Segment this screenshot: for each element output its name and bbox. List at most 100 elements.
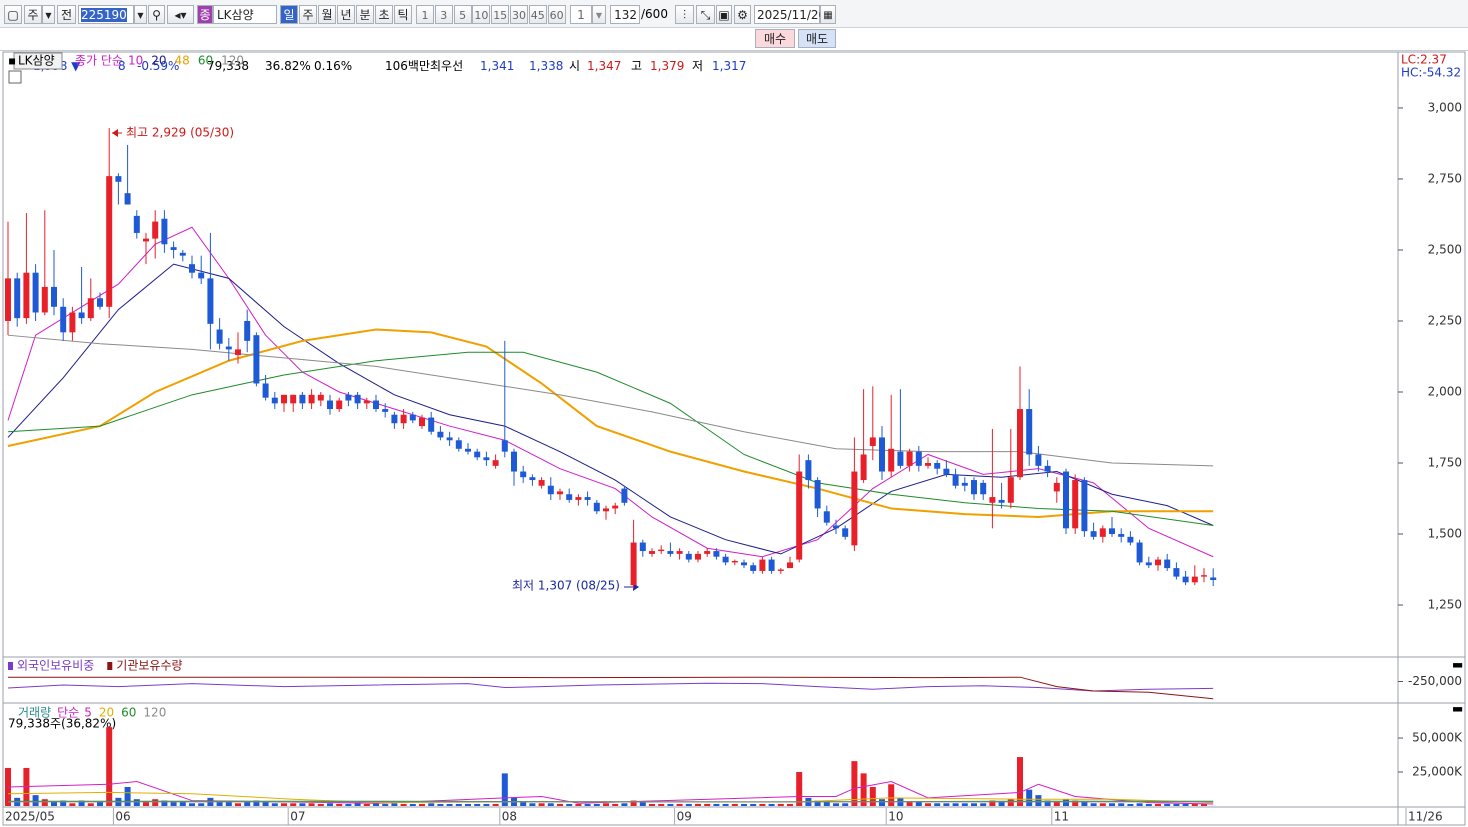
interval-button[interactable]: 10 [472, 5, 491, 24]
period-button[interactable]: 틱 [394, 5, 412, 24]
volume-bar [547, 803, 554, 806]
candle-body [814, 480, 821, 509]
period-button[interactable]: 년 [337, 5, 355, 24]
candle-body [1210, 577, 1217, 581]
candle-body [419, 417, 425, 427]
interval-button[interactable]: 5 [453, 5, 472, 24]
period-button[interactable]: 초 [375, 5, 393, 24]
candle-body [437, 431, 444, 438]
period-button[interactable]: 일 [280, 5, 298, 24]
search[interactable]: ⚲ [148, 5, 165, 24]
candle-body [952, 474, 959, 486]
volume-bar [750, 803, 757, 806]
candle-body [115, 176, 122, 182]
settings-icon[interactable]: ⚙ [734, 5, 751, 24]
dropdown[interactable]: ▼ [42, 5, 55, 24]
y-tick-label: 3,000 [1428, 100, 1462, 114]
candle-body [649, 551, 655, 554]
frame [2, 51, 1466, 826]
code-input[interactable]: 225190 [78, 5, 134, 24]
collapse[interactable]: ▬ [1452, 702, 1463, 716]
volume-bar [290, 803, 297, 806]
legend-entry: 20 [151, 54, 166, 68]
x-tick-label: 11/26 [1408, 810, 1443, 824]
high-label: 고 [631, 59, 643, 73]
candle-body [1053, 482, 1060, 492]
x-tick-label: 10 [888, 810, 903, 824]
interval-button[interactable]: 60 [547, 5, 566, 24]
tool-icon[interactable]: ⫶ [675, 5, 694, 24]
interval-button[interactable]: 1 [416, 5, 434, 24]
candle-body [216, 329, 223, 344]
interval-button[interactable]: 3 [434, 5, 453, 24]
sell-button[interactable]: 매도 [798, 29, 836, 48]
period-button[interactable]: 월 [318, 5, 336, 24]
candle-body [97, 298, 103, 307]
volume-bar [741, 803, 747, 806]
candle-body [69, 312, 76, 333]
volume-bar [1026, 789, 1033, 806]
candle-body [1201, 575, 1207, 577]
candle-body [630, 542, 637, 586]
y-tick-label: 2,750 [1428, 171, 1462, 185]
volume-bar [649, 803, 655, 806]
tool-icon[interactable]: ⤡ [696, 5, 715, 24]
volume-bar [566, 803, 573, 806]
candle-body [860, 454, 867, 481]
candle-body [1044, 465, 1051, 472]
volume-bar [777, 803, 784, 806]
dropdown[interactable]: ▼ [592, 5, 606, 24]
lc: LC:2.37 [1401, 53, 1447, 67]
title-box[interactable] [13, 52, 63, 70]
volume-bar [373, 803, 379, 806]
save-icon[interactable]: ▣ [716, 5, 732, 24]
interval-button[interactable]: 45 [528, 5, 547, 24]
volume-bar [492, 803, 499, 806]
candle-body [483, 457, 490, 461]
multiplier[interactable]: 1 [570, 5, 592, 24]
volume-bar [133, 799, 140, 806]
ma-label: 단순 [57, 706, 79, 720]
stock-name[interactable]: LK삼양 [213, 5, 277, 24]
interval-button[interactable]: 30 [510, 5, 528, 24]
legend-swatch [107, 662, 113, 670]
sound[interactable]: ◂▾ [167, 5, 194, 24]
buy-button[interactable]: 매수 [755, 29, 795, 48]
date-input[interactable]: 2025/11/26 [754, 5, 826, 24]
volume-bar [1007, 799, 1014, 806]
period-button[interactable]: 주 [299, 5, 317, 24]
volume-bar [630, 800, 637, 806]
candle-body [317, 394, 324, 401]
candle-body [51, 286, 57, 307]
change: 8 [118, 59, 126, 73]
legend-entry: 120 [143, 706, 166, 720]
volume-bar [906, 801, 913, 806]
calendar-icon[interactable]: ▦ [820, 5, 836, 24]
menu-icon[interactable]: ▢ [4, 5, 22, 24]
candle-body [879, 437, 885, 472]
candle-body [152, 221, 159, 239]
x-tick-label: 2025/05 [5, 810, 55, 824]
candle-body [520, 471, 527, 478]
interval-button[interactable]: 15 [491, 5, 510, 24]
volume-bar [1191, 803, 1198, 806]
count[interactable]: 132 [610, 5, 640, 24]
candle-body [722, 556, 729, 563]
dropdown[interactable]: ▼ [134, 5, 147, 24]
volume-bar [925, 803, 931, 806]
x-tick-label: 06 [115, 810, 130, 824]
collapse[interactable]: ▬ [1452, 658, 1463, 672]
all-button[interactable]: 전 [57, 5, 76, 24]
table-icon[interactable] [8, 70, 22, 84]
period-unit[interactable]: 주 [24, 5, 42, 24]
volume-bar [170, 801, 177, 806]
volume-bar [106, 727, 113, 806]
candle-body [106, 176, 113, 307]
period-button[interactable]: 분 [356, 5, 374, 24]
volume-bar [327, 803, 333, 806]
volume-bar [1164, 803, 1171, 806]
candle-body [235, 349, 241, 356]
candle-body [327, 400, 333, 410]
best-label: 최우선 [430, 59, 464, 73]
candle-body [1182, 576, 1189, 583]
